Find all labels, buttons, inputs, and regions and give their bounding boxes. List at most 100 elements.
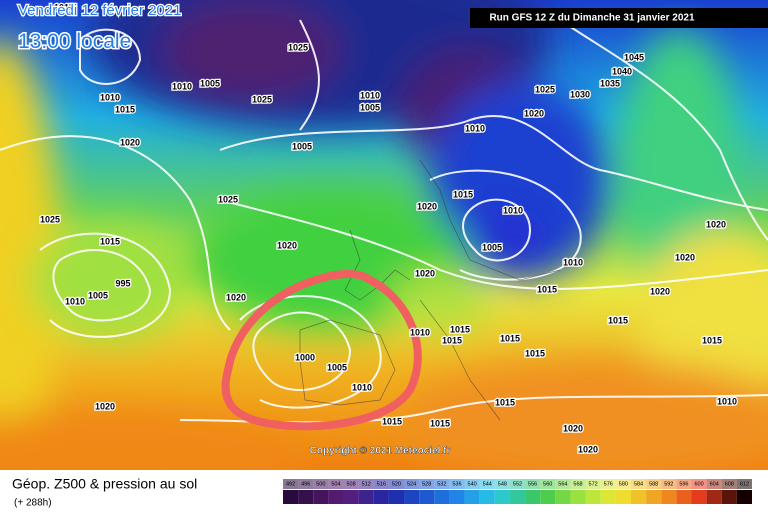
date-title: Vendredi 12 février 2021 — [18, 2, 181, 19]
colorbar-swatch — [646, 490, 662, 504]
colorbar-label: 600 — [694, 481, 703, 487]
colorbar-label-bg — [419, 479, 435, 489]
colorbar-label-bg — [479, 479, 495, 489]
isobar-label: 1015 — [54, 2, 74, 12]
colorbar-swatch — [525, 490, 541, 504]
colorbar-label: 528 — [422, 481, 431, 487]
colorbar-swatch — [313, 490, 329, 504]
colorbar-swatch — [570, 490, 586, 504]
colorbar-label-bg — [585, 479, 601, 489]
colorbar-label: 504 — [331, 481, 340, 487]
colorbar-label-bg — [525, 479, 541, 489]
copyright: Copyright © 2021 Meteociel.fr — [310, 446, 451, 457]
colorbar-swatch — [434, 490, 450, 504]
colorbar-label-bg — [298, 479, 314, 489]
colorbar-label-bg — [509, 479, 526, 489]
colorbar-label: 532 — [437, 481, 446, 487]
colorbar-swatch — [630, 490, 647, 504]
colorbar-label: 576 — [604, 481, 613, 487]
isobar-label: 1010 — [410, 327, 430, 337]
colorbar-label-bg — [464, 479, 480, 489]
isobar-label: 1025 — [288, 42, 308, 52]
colorbar-swatch — [661, 490, 677, 504]
isobar-label: 1010 — [360, 90, 380, 100]
isobar-label: 1020 — [524, 108, 544, 118]
colorbar-swatch — [283, 490, 299, 504]
isobar-label: 1015 — [500, 333, 520, 343]
isobar-label: 1025 — [40, 214, 60, 224]
colorbar-label-bg — [404, 479, 420, 489]
time-title: 13:00 locale — [18, 30, 131, 53]
colorbar-label-bg — [600, 479, 616, 489]
highlight-circle — [221, 269, 422, 431]
isobar-label: 1020 — [277, 240, 297, 250]
isobar-label: 1035 — [600, 78, 620, 88]
colorbar-label: 612 — [740, 481, 749, 487]
colorbar-label-bg — [706, 479, 722, 489]
isobar-label: 1025 — [252, 94, 272, 104]
isobar-label: 1010 — [717, 396, 737, 406]
colorbar-swatch — [404, 490, 420, 504]
colorbar-label-bg — [343, 479, 359, 489]
isobar-label: 1005 — [360, 102, 380, 112]
colorbar-label-bg — [736, 479, 752, 489]
colorbar-label: 608 — [725, 481, 734, 487]
isobar-label: 1025 — [535, 84, 555, 94]
colorbar-swatch — [706, 490, 722, 504]
colorbar-label: 512 — [362, 481, 371, 487]
colorbar-label-bg — [721, 479, 737, 489]
colorbar-swatch — [736, 490, 752, 504]
isobar-label: 1015 — [495, 397, 515, 407]
colorbar-label: 524 — [407, 481, 416, 487]
colorbar-label-bg — [328, 479, 344, 489]
isobar-label: 1005 — [482, 242, 502, 252]
isobar-label: 1015 — [608, 315, 628, 325]
run-box — [470, 8, 768, 28]
isobar-label: 1015 — [525, 348, 545, 358]
colorbar-label-bg — [494, 479, 510, 489]
isobar-label: 1010 — [100, 92, 120, 102]
isobar-label: 1020 — [95, 401, 115, 411]
colorbar-label: 508 — [346, 481, 355, 487]
isobar-label: 1020 — [415, 268, 435, 278]
colorbar-label-bg — [313, 479, 329, 489]
colorbar-label-bg — [661, 479, 677, 489]
colorbar-label: 580 — [619, 481, 628, 487]
colorbar-swatch — [721, 490, 737, 504]
colorbar-label-bg — [283, 479, 299, 489]
colorbar-label: 564 — [558, 481, 567, 487]
isobar-label: 1015 — [100, 236, 120, 246]
isobar-label: 995 — [115, 278, 130, 288]
isobar-label: 1010 — [352, 382, 372, 392]
colorbar-label-bg — [434, 479, 450, 489]
colorbar-swatch — [373, 490, 389, 504]
colorbar-label: 492 — [286, 481, 295, 487]
colorbar-label: 500 — [316, 481, 325, 487]
colorbar-label: 596 — [679, 481, 688, 487]
isobar-label: 1020 — [417, 201, 437, 211]
colorbar-label: 540 — [468, 481, 477, 487]
colorbar-swatch — [494, 490, 510, 504]
colorbar-swatch — [691, 490, 707, 504]
colorbar-label: 572 — [589, 481, 598, 487]
isobar-label: 1015 — [537, 284, 557, 294]
colorbar-swatch — [555, 490, 571, 504]
colorbar-label: 588 — [649, 481, 658, 487]
isobar-label: 1025 — [218, 194, 238, 204]
isobar-label: 1000 — [295, 352, 315, 362]
isobar-label: 1005 — [292, 141, 312, 151]
isobar-label: 1040 — [612, 66, 632, 76]
colorbar-label: 604 — [710, 481, 719, 487]
colorbar-swatch — [676, 490, 692, 504]
run-info: Run GFS 12 Z du Dimanche 31 janvier 2021 — [489, 13, 695, 24]
colorbar-label: 592 — [664, 481, 673, 487]
isobar-labels: 1015 1025 1010 1015 1010 1005 1025 1010 1005 1005… — [39, 1, 739, 456]
colorbar-swatch — [419, 490, 435, 504]
isobar-label: 1010 — [465, 123, 485, 133]
colorbar-swatch — [343, 490, 359, 504]
isobar-label: 1015 — [453, 189, 473, 199]
isobar-label: 1010 — [563, 257, 583, 267]
colorbar-label: 496 — [301, 481, 310, 487]
isobar-label: 1010 — [503, 205, 523, 215]
